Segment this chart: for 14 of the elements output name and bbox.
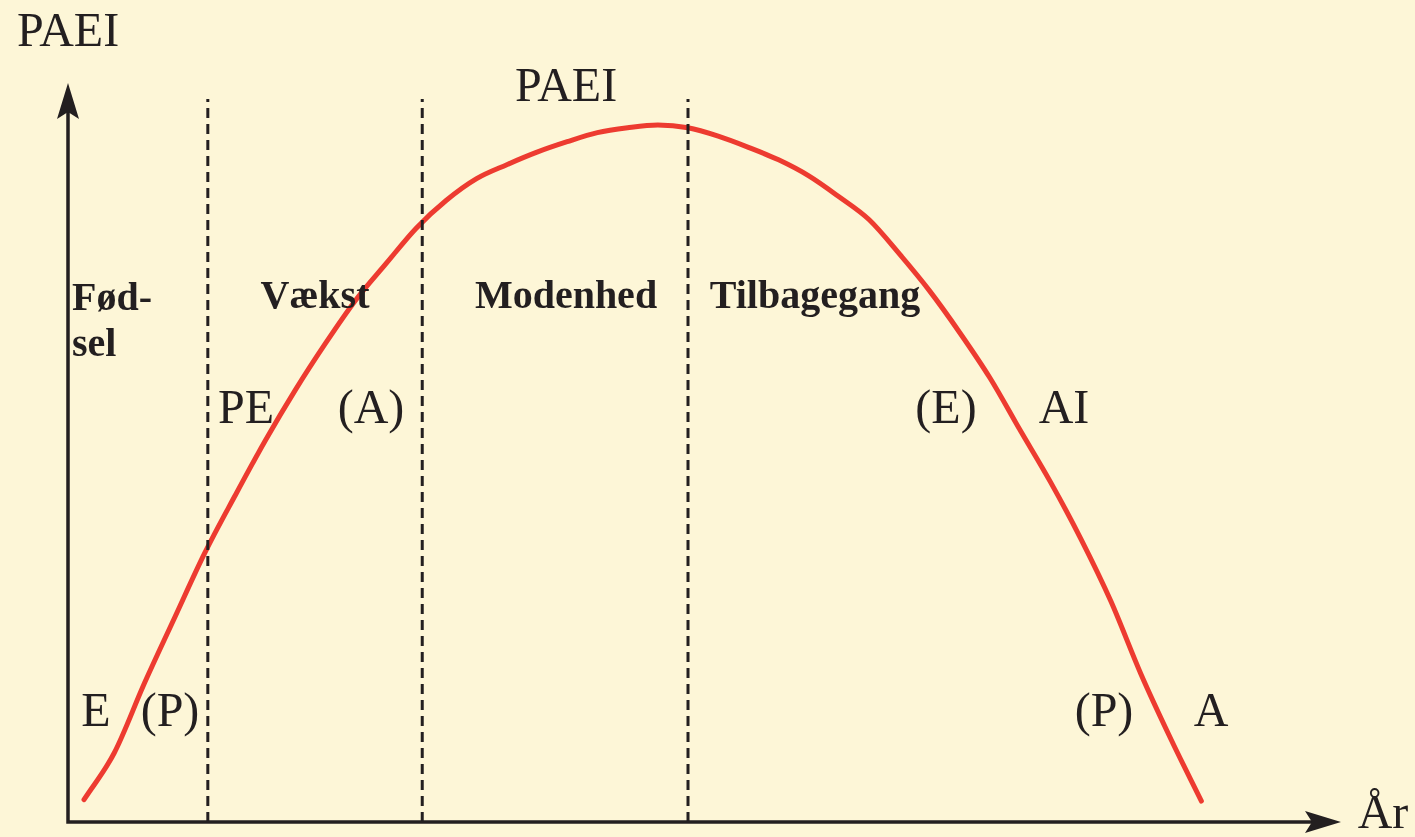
annotation: Fød- sel <box>72 274 152 366</box>
annotation: (E) <box>915 379 977 434</box>
annotation: Modenhed <box>474 272 658 318</box>
x-axis-title: År <box>1357 784 1409 837</box>
annotation: (P) <box>1074 682 1134 737</box>
annotation: PE <box>217 379 275 433</box>
annotation: Tilbagegang <box>709 272 921 318</box>
annotation: E <box>81 682 111 736</box>
annotation: (P) <box>140 682 200 737</box>
annotation: AI <box>1038 379 1090 433</box>
annotation: (A) <box>337 379 405 434</box>
text: PAEI <box>514 57 618 111</box>
annotation: A <box>1193 682 1229 736</box>
y-axis-title: PAEI <box>16 2 120 56</box>
